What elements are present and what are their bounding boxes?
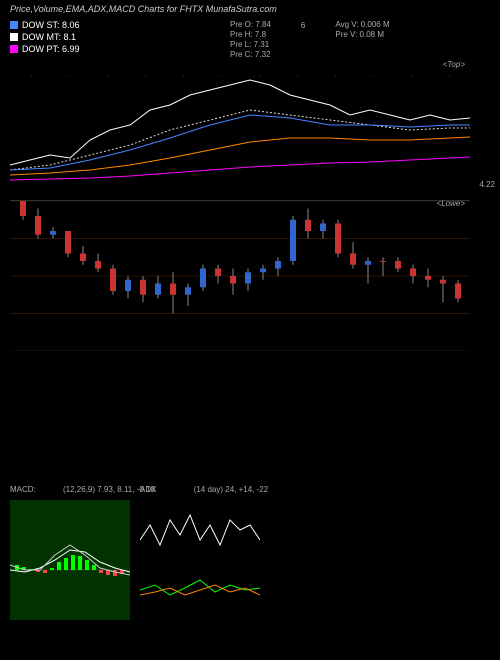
legend-label: DOW PT: 6.99 <box>22 44 80 54</box>
svg-text:·: · <box>410 73 412 80</box>
stat: Pre C: 7.32 <box>230 50 271 59</box>
legend: DOW ST: 8.06 DOW MT: 8.1 DOW PT: 6.99 <box>10 20 80 56</box>
svg-text:·: · <box>334 73 336 80</box>
stats-col: Avg V: 0.006 M Pre V: 0.08 M <box>335 20 389 60</box>
macd-svg <box>10 500 130 620</box>
svg-text:·: · <box>448 73 450 80</box>
svg-text:·: · <box>220 73 222 80</box>
svg-text:·: · <box>182 73 184 80</box>
adx-title: ADX (14 day) 24, +14, -22 <box>140 485 400 494</box>
stat: Pre O: 7.84 <box>230 20 271 29</box>
adx-svg <box>140 500 260 620</box>
stat: 6 <box>301 21 305 30</box>
legend-item: DOW ST: 8.06 <box>10 20 80 30</box>
legend-item: DOW MT: 8.1 <box>10 32 80 42</box>
page-title: Price,Volume,EMA,ADX,MACD Charts for FHT… <box>10 4 277 14</box>
svg-text:·: · <box>106 73 108 80</box>
stat: Pre L: 7.31 <box>230 40 271 49</box>
stat: Avg V: 0.006 M <box>335 20 389 29</box>
svg-text:·: · <box>372 73 374 80</box>
axis-label: 4.22 <box>479 180 495 189</box>
legend-color <box>10 21 18 29</box>
chart-label: <Lowe> <box>437 199 465 208</box>
legend-item: DOW PT: 6.99 <box>10 44 80 54</box>
ema-chart: <Top> ············ 4.22 <box>10 70 470 190</box>
stats-col: 6 <box>301 20 305 60</box>
stats-col: Pre O: 7.84 Pre H: 7.8 Pre L: 7.31 Pre C… <box>230 20 271 60</box>
stat: Pre V: 0.08 M <box>335 30 389 39</box>
stat: Pre H: 7.8 <box>230 30 271 39</box>
legend-color <box>10 45 18 53</box>
legend-label: DOW MT: 8.1 <box>22 32 76 42</box>
adx-panel: ADX (14 day) 24, +14, -22 <box>140 500 260 620</box>
legend-label: DOW ST: 8.06 <box>22 20 80 30</box>
legend-color <box>10 33 18 41</box>
indicator-panels: MACD: (12,26,9) 7.93, 8.11, -0.18 ADX (1… <box>10 500 260 620</box>
svg-text:·: · <box>258 73 260 80</box>
svg-text:·: · <box>296 73 298 80</box>
chart-label: <Top> <box>443 60 465 69</box>
svg-text:·: · <box>144 73 146 80</box>
svg-text:·: · <box>68 73 70 80</box>
candle-svg: 678910 <box>10 201 470 351</box>
stats-block: Pre O: 7.84 Pre H: 7.8 Pre L: 7.31 Pre C… <box>230 20 390 60</box>
svg-text:·: · <box>30 73 32 80</box>
ema-svg: · · · · · · · · · · · · <box>10 70 470 190</box>
macd-panel: MACD: (12,26,9) 7.93, 8.11, -0.18 <box>10 500 130 620</box>
candle-chart: <Lowe> 678910 <box>10 200 470 350</box>
